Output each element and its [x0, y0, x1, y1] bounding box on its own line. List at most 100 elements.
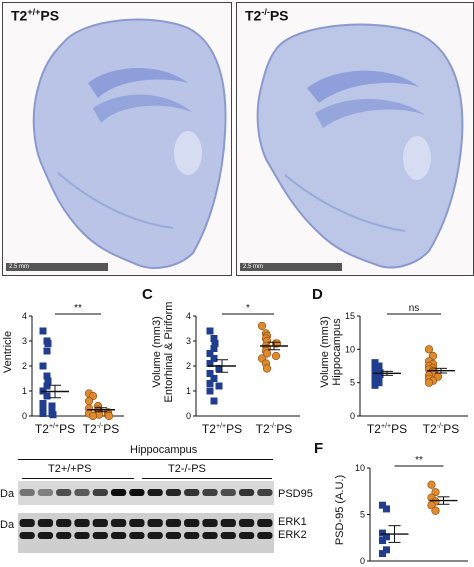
band-label-erk1: ERK1 [278, 516, 307, 528]
band-erk1 [202, 519, 218, 527]
band-psd95 [238, 489, 255, 496]
y-tick-label: 3 [186, 336, 191, 346]
data-point [206, 327, 214, 335]
image-label-wt: T2+/+PS [9, 7, 62, 24]
data-point [424, 345, 434, 354]
band-psd95 [92, 489, 108, 496]
significance-label: * [246, 303, 250, 314]
data-point [215, 365, 223, 372]
blot-left-label-1: Da [0, 488, 15, 500]
y-tick-label: 10 [355, 463, 365, 473]
data-point [379, 501, 386, 509]
y-tick-label: 10 [345, 344, 355, 354]
data-point [215, 382, 223, 390]
panel-letter-c: C [142, 286, 153, 303]
blot-strip-erk [18, 513, 274, 553]
band-erk2 [220, 532, 236, 539]
brain-section-drawing [32, 18, 227, 269]
band-erk2 [56, 532, 72, 539]
data-point [39, 327, 47, 335]
y-tick-label: 0 [22, 411, 27, 421]
y-tick-label: 1 [22, 386, 27, 396]
blot-group-line-ko [142, 478, 272, 479]
data-point [371, 367, 379, 375]
band-erk1 [19, 519, 35, 527]
band-erk1 [129, 519, 145, 527]
band-label-psd95: PSD95 [278, 488, 313, 500]
band-erk2 [92, 532, 108, 539]
x-tick-label: T2-/-PS [83, 422, 120, 436]
data-point [371, 377, 379, 385]
blot-group-wt: T2+/+PS [48, 463, 92, 475]
data-point [210, 375, 218, 382]
chart-ventricle: 0 1 2 3 4 T2+/+PS T2-/-PS ** [22, 303, 124, 436]
band-erk1 [74, 519, 90, 527]
y-tick-label: 5 [350, 378, 355, 388]
y-tick-label: 4 [186, 311, 191, 321]
significance-label: ns [409, 303, 420, 314]
data-point [39, 400, 47, 407]
data-point [210, 397, 218, 405]
y-tick-label: 15 [345, 311, 355, 321]
data-point [424, 378, 434, 387]
data-point [39, 410, 47, 417]
data-point [379, 537, 386, 545]
y-tick-label: 2 [186, 361, 191, 371]
band-erk2 [147, 532, 163, 539]
data-point [257, 321, 267, 331]
blot-title: Hippocampus [130, 444, 198, 456]
blot-left-label-2: Da [0, 519, 15, 531]
band-erk1 [184, 519, 200, 527]
data-point [210, 355, 218, 362]
y-tick-label: 4 [22, 311, 27, 321]
data-point [431, 488, 440, 497]
x-tick-label: T2-/-PS [256, 422, 293, 436]
y-tick-label: 0 [186, 411, 191, 421]
data-point [206, 360, 214, 367]
data-point [379, 529, 386, 537]
band-erk2 [184, 532, 200, 539]
y-tick-label: 5 [360, 510, 365, 520]
ylabel-psd95: PSD-95 (A.U.) [334, 474, 346, 546]
data-point [43, 382, 51, 390]
data-point [211, 340, 219, 347]
western-blot [18, 481, 274, 553]
significance-label: ** [74, 303, 82, 314]
scale-bar: 2.5 mm [240, 263, 342, 271]
data-point [379, 550, 386, 558]
band-psd95 [19, 489, 35, 496]
band-psd95 [202, 489, 218, 496]
data-point [210, 345, 218, 352]
band-erk1 [238, 519, 255, 527]
data-point [262, 349, 272, 358]
data-point [375, 375, 383, 383]
band-erk2 [110, 532, 127, 539]
significance-label: ** [415, 455, 423, 466]
band-psd95 [37, 489, 54, 496]
chart-entorhinal-piriform: 0 1 2 3 4 T2+/+PS T2-/-PS * [186, 303, 300, 436]
band-psd95 [74, 489, 90, 496]
y-tick-label: 0 [360, 556, 365, 566]
band-psd95 [220, 489, 236, 496]
ylabel-entorhinal: Volume (mm3) Entorhinal & Piriform [151, 301, 175, 403]
band-psd95 [184, 489, 200, 496]
data-point [43, 347, 51, 355]
data-point [210, 335, 218, 342]
data-point [104, 411, 114, 421]
y-tick-label: 2 [22, 361, 27, 371]
band-erk1 [165, 519, 182, 527]
band-erk2 [37, 532, 54, 539]
brain-section-image-wt: T2+/+PS 2.5 mm [2, 2, 232, 276]
band-erk2 [19, 532, 35, 539]
data-point [206, 370, 214, 377]
x-tick-label: T2-/-PS [423, 422, 460, 436]
x-tick-label: T2+/+PS [367, 422, 407, 436]
band-psd95 [110, 489, 127, 496]
data-point [427, 501, 436, 510]
brain-section-drawing [256, 23, 464, 269]
data-point [383, 546, 390, 554]
scale-bar: 2.5 mm [6, 263, 108, 271]
data-point [371, 359, 379, 367]
data-point [371, 381, 379, 389]
data-point [48, 402, 56, 410]
